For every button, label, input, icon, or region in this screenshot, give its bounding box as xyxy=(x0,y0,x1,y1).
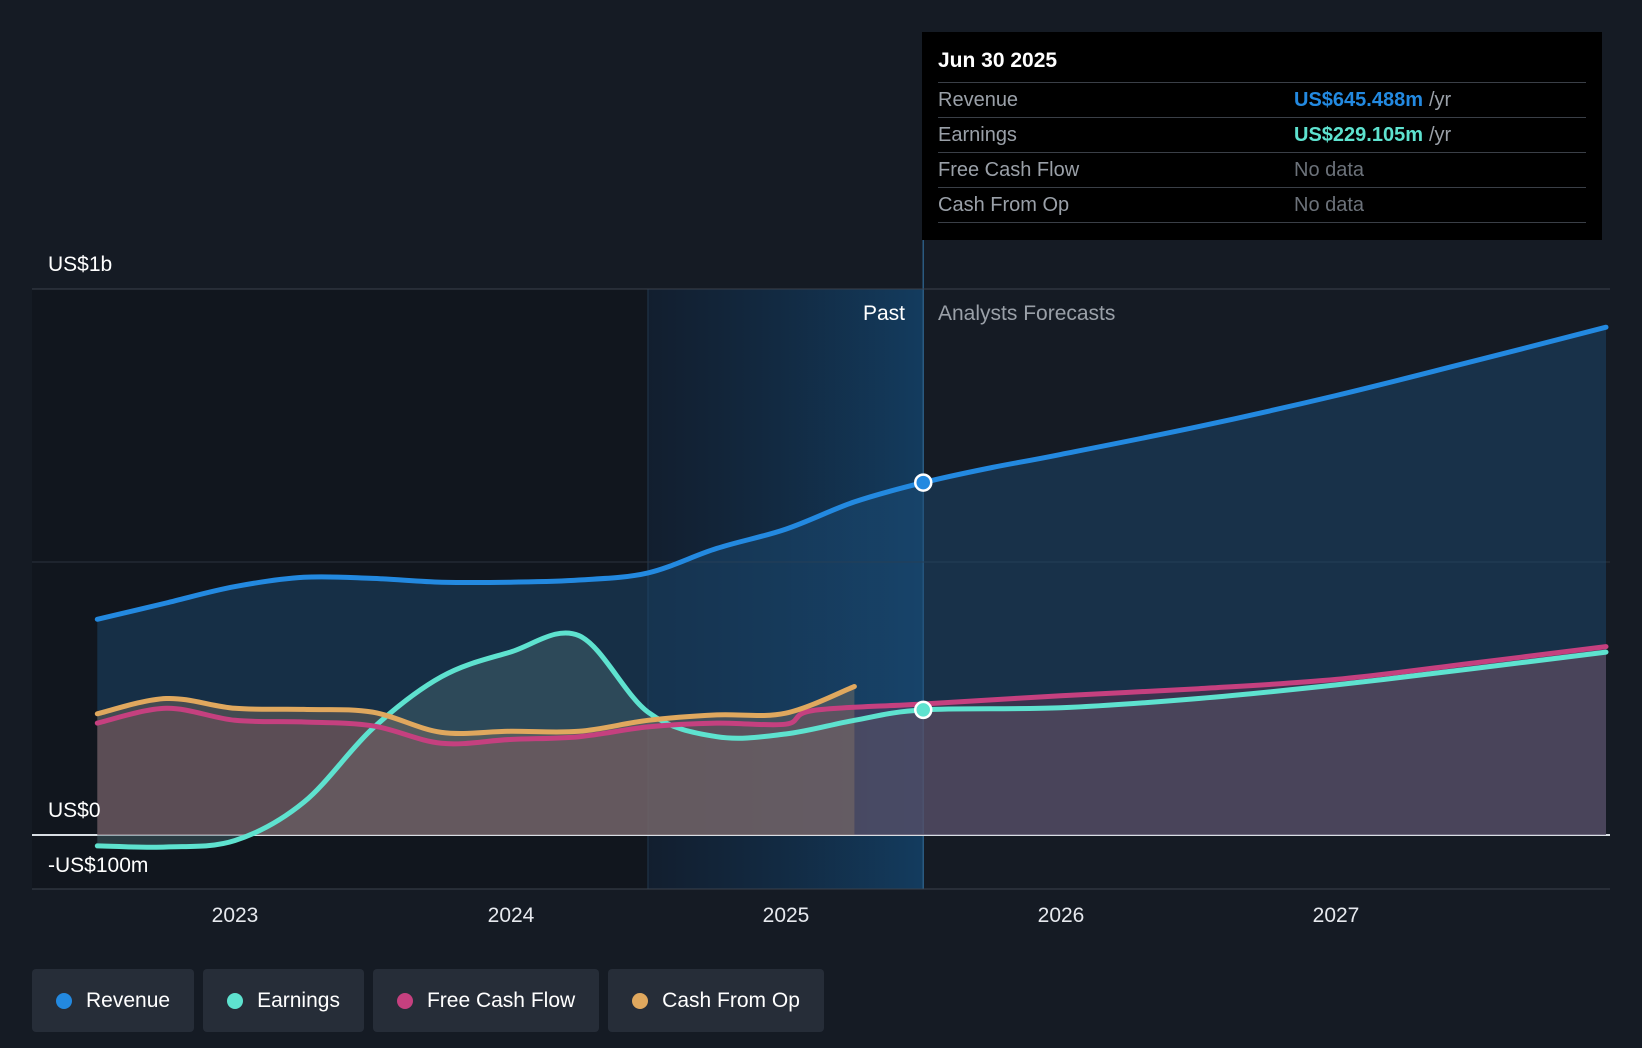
y-label-1b: US$1b xyxy=(48,253,112,276)
forecast-label: Analysts Forecasts xyxy=(938,302,1115,325)
grid-lines xyxy=(32,288,1610,890)
x-tick-2024: 2024 xyxy=(488,904,535,927)
x-tick-2026: 2026 xyxy=(1038,904,1085,927)
x-tick-2027: 2027 xyxy=(1313,904,1360,927)
series-lines xyxy=(94,324,1609,850)
legend-label: Cash From Op xyxy=(662,988,800,1012)
legend-item-revenue[interactable]: Revenue xyxy=(32,969,195,1032)
tooltip-fcf-name: Free Cash Flow xyxy=(938,159,1080,181)
past-highlight-band xyxy=(647,289,924,889)
earnings-revenue-chart: US$1b US$0 -US$100m 2023 2024 2025 2026 … xyxy=(32,240,1610,927)
x-tick-2023: 2023 xyxy=(212,904,259,927)
marker-earnings xyxy=(914,700,933,720)
x-tick-2025: 2025 xyxy=(763,904,810,927)
legend-dot-icon xyxy=(632,992,649,1009)
chart-background xyxy=(32,240,924,889)
tooltip-row-fcf: Free Cash Flow No data xyxy=(938,153,1586,188)
tooltip-cfo-name: Cash From Op xyxy=(938,194,1070,216)
tooltip-date: Jun 30 2025 xyxy=(938,46,1586,83)
legend-item-free-cash-flow[interactable]: Free Cash Flow xyxy=(372,969,600,1032)
tooltip-earnings-name: Earnings xyxy=(938,124,1017,146)
tooltip-revenue-value: US$645.488m xyxy=(1294,89,1423,111)
past-label: Past xyxy=(863,302,905,325)
tooltip-revenue-name: Revenue xyxy=(938,89,1019,111)
axis-labels: US$1b US$0 -US$100m 2023 2024 2025 2026 … xyxy=(48,253,1359,927)
line-earnings xyxy=(94,630,1609,850)
legend-item-cash-from-op[interactable]: Cash From Op xyxy=(608,969,824,1032)
tooltip-earnings-value: US$229.105m xyxy=(1294,124,1423,146)
hover-markers xyxy=(914,473,933,720)
marker-revenue xyxy=(914,473,933,492)
tooltip-revenue-unit: /yr xyxy=(1428,89,1452,111)
tooltip-row-earnings: Earnings US$229.105m /yr xyxy=(938,118,1586,153)
area-earnings xyxy=(97,632,1606,848)
y-label-neg100m: -US$100m xyxy=(48,854,148,877)
legend-label: Free Cash Flow xyxy=(426,988,576,1012)
line-cash-from-op xyxy=(94,684,857,737)
tooltip: Jun 30 2025 Revenue US$645.488m /yr Earn… xyxy=(922,32,1602,240)
line-free-cash-flow xyxy=(94,644,1609,747)
tooltip-cfo-value: No data xyxy=(1294,194,1365,216)
legend-dot-icon xyxy=(227,992,244,1009)
tooltip-row-revenue: Revenue US$645.488m /yr xyxy=(938,83,1586,118)
y-label-0: US$0 xyxy=(48,799,101,822)
legend-item-earnings[interactable]: Earnings xyxy=(203,969,364,1032)
legend-dot-icon xyxy=(56,992,72,1009)
legend-dot-icon xyxy=(396,992,413,1009)
line-revenue xyxy=(94,324,1609,622)
tooltip-earnings-unit: /yr xyxy=(1428,124,1452,146)
legend-label: Revenue xyxy=(86,988,171,1012)
legend: Revenue Earnings Free Cash Flow Cash Fro… xyxy=(32,969,824,1032)
tooltip-row-cfo: Cash From Op No data xyxy=(938,188,1586,223)
area-revenue xyxy=(97,327,1606,835)
tooltip-fcf-value: No data xyxy=(1294,159,1365,181)
legend-label: Earnings xyxy=(257,988,340,1012)
